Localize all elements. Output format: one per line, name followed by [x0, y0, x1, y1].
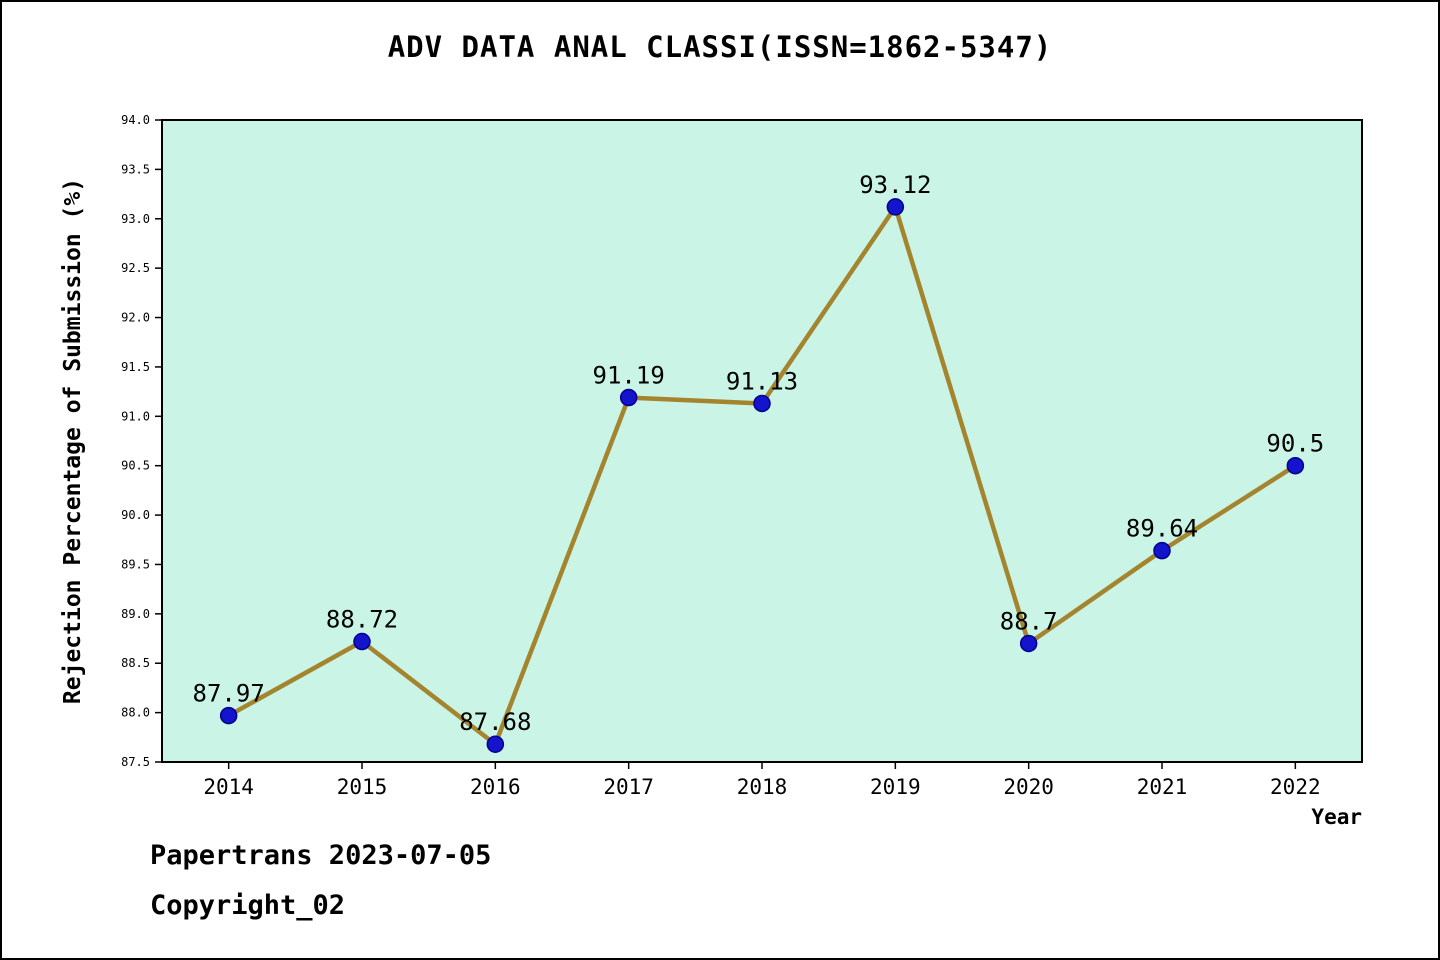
data-point: [619, 388, 638, 407]
x-axis-label: Year: [1311, 805, 1362, 829]
x-tick-label: 2014: [203, 775, 254, 799]
data-point-label: 87.97: [193, 680, 265, 708]
y-tick-label: 90.0: [121, 508, 150, 522]
data-point: [486, 735, 505, 753]
x-tick-label: 2016: [470, 775, 521, 799]
chart-title: ADV DATA ANAL CLASSI(ISSN=1862-5347): [387, 30, 1053, 64]
data-point: [353, 632, 371, 651]
y-tick-label: 87.5: [121, 755, 150, 769]
data-point: [753, 394, 771, 413]
x-tick-label: 2018: [737, 775, 788, 799]
footer-copyright: Copyright_02: [150, 890, 346, 921]
y-tick-label: 90.5: [121, 459, 150, 473]
y-tick-label: 88.0: [121, 706, 150, 720]
data-point-label: 93.12: [859, 171, 931, 199]
footer-papertrans-date: Papertrans 2023-07-05: [150, 840, 492, 871]
x-tick-label: 2015: [337, 775, 388, 799]
data-point: [1286, 456, 1305, 475]
y-tick-label: 94.0: [121, 113, 150, 127]
plot-background: [162, 120, 1362, 762]
x-tick-label: 2021: [1137, 775, 1188, 799]
data-point-label: 91.13: [726, 367, 798, 395]
data-point: [219, 706, 238, 725]
data-point: [1019, 634, 1038, 653]
y-tick-label: 91.0: [121, 409, 150, 423]
y-tick-label: 91.5: [121, 360, 150, 374]
data-point-label: 88.72: [326, 606, 398, 634]
data-point: [886, 198, 905, 216]
data-point: [1153, 541, 1171, 560]
x-tick-label: 2019: [870, 775, 921, 799]
y-tick-label: 93.5: [121, 162, 150, 176]
x-tick-label: 2017: [603, 775, 654, 799]
y-tick-label: 92.5: [121, 261, 150, 275]
x-tick-label: 2020: [1003, 775, 1054, 799]
data-point-label: 88.7: [1000, 607, 1058, 635]
data-point-label: 90.5: [1266, 430, 1324, 458]
plot-border: [161, 119, 1363, 763]
data-point-label: 91.19: [593, 362, 665, 390]
y-tick-label: 89.0: [121, 607, 150, 621]
y-tick-label: 89.5: [121, 557, 150, 571]
y-axis-label: Rejection Percentage of Submission (%): [60, 178, 86, 704]
y-tick-label: 93.0: [121, 212, 150, 226]
y-tick-label: 92.0: [121, 311, 150, 325]
data-point-label: 89.64: [1126, 515, 1198, 543]
x-tick-label: 2022: [1270, 775, 1321, 799]
data-point-label: 87.68: [459, 708, 531, 736]
y-tick-label: 88.5: [121, 656, 150, 670]
